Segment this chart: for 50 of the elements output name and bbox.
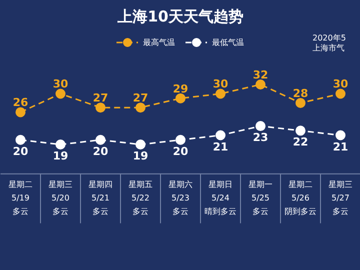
data-label: 22 bbox=[292, 136, 308, 149]
data-label: 30 bbox=[52, 78, 68, 91]
x-tick-label: 星期二 5/26 阴到多云 bbox=[284, 180, 316, 216]
text: 上海市气 bbox=[312, 44, 344, 53]
data-label: 19 bbox=[52, 150, 68, 162]
point bbox=[96, 102, 106, 113]
data-label: 30 bbox=[332, 78, 348, 91]
point bbox=[256, 121, 266, 132]
data-label: 21 bbox=[212, 140, 228, 154]
point bbox=[176, 93, 186, 104]
x-tick-label: 星期二 5/19 多云 bbox=[8, 180, 32, 216]
legend-label: 最低气温 bbox=[212, 36, 244, 48]
data-label: 29 bbox=[172, 82, 188, 96]
data-label: 20 bbox=[12, 144, 28, 158]
data-label: 27 bbox=[132, 92, 148, 105]
point bbox=[296, 98, 306, 108]
point bbox=[336, 88, 346, 99]
point bbox=[296, 126, 306, 136]
legend-label: 最高气温 bbox=[143, 36, 175, 48]
x-tick-label: 星期日 5/24 晴到多云 bbox=[204, 180, 236, 216]
point bbox=[256, 80, 266, 90]
point bbox=[136, 140, 146, 150]
point bbox=[336, 130, 346, 140]
point bbox=[16, 107, 26, 118]
data-label: 28 bbox=[292, 86, 308, 100]
x-tick-label: 星期三 5/20 多云 bbox=[48, 180, 72, 216]
data-label: 27 bbox=[92, 92, 108, 105]
point bbox=[136, 102, 146, 113]
x-tick-label: 星期一 5/25 多云 bbox=[248, 180, 272, 216]
x-tick-label: 星期四 5/21 多云 bbox=[88, 180, 112, 216]
data-label: 23 bbox=[252, 131, 268, 144]
data-label: 20 bbox=[172, 144, 188, 158]
point bbox=[56, 88, 66, 99]
data-label: 20 bbox=[92, 144, 108, 158]
x-tick-label: 星期五 5/22 多云 bbox=[128, 180, 152, 216]
x-tick-label: 星期三 5/27 多云 bbox=[328, 180, 352, 216]
x-tick-label: 星期六 5/23 多云 bbox=[168, 180, 192, 216]
point bbox=[56, 140, 66, 150]
data-label: 21 bbox=[332, 140, 348, 154]
point bbox=[216, 130, 226, 140]
data-label: 26 bbox=[12, 96, 28, 110]
text: 2020年5 bbox=[312, 34, 346, 42]
point bbox=[96, 134, 106, 145]
data-label: 30 bbox=[212, 78, 228, 91]
point bbox=[176, 134, 186, 145]
data-label: 32 bbox=[252, 68, 268, 82]
chart-title: 上海10天天气趋势 bbox=[116, 8, 244, 26]
data-label: 19 bbox=[132, 150, 148, 162]
point bbox=[16, 134, 26, 145]
point bbox=[216, 88, 226, 99]
